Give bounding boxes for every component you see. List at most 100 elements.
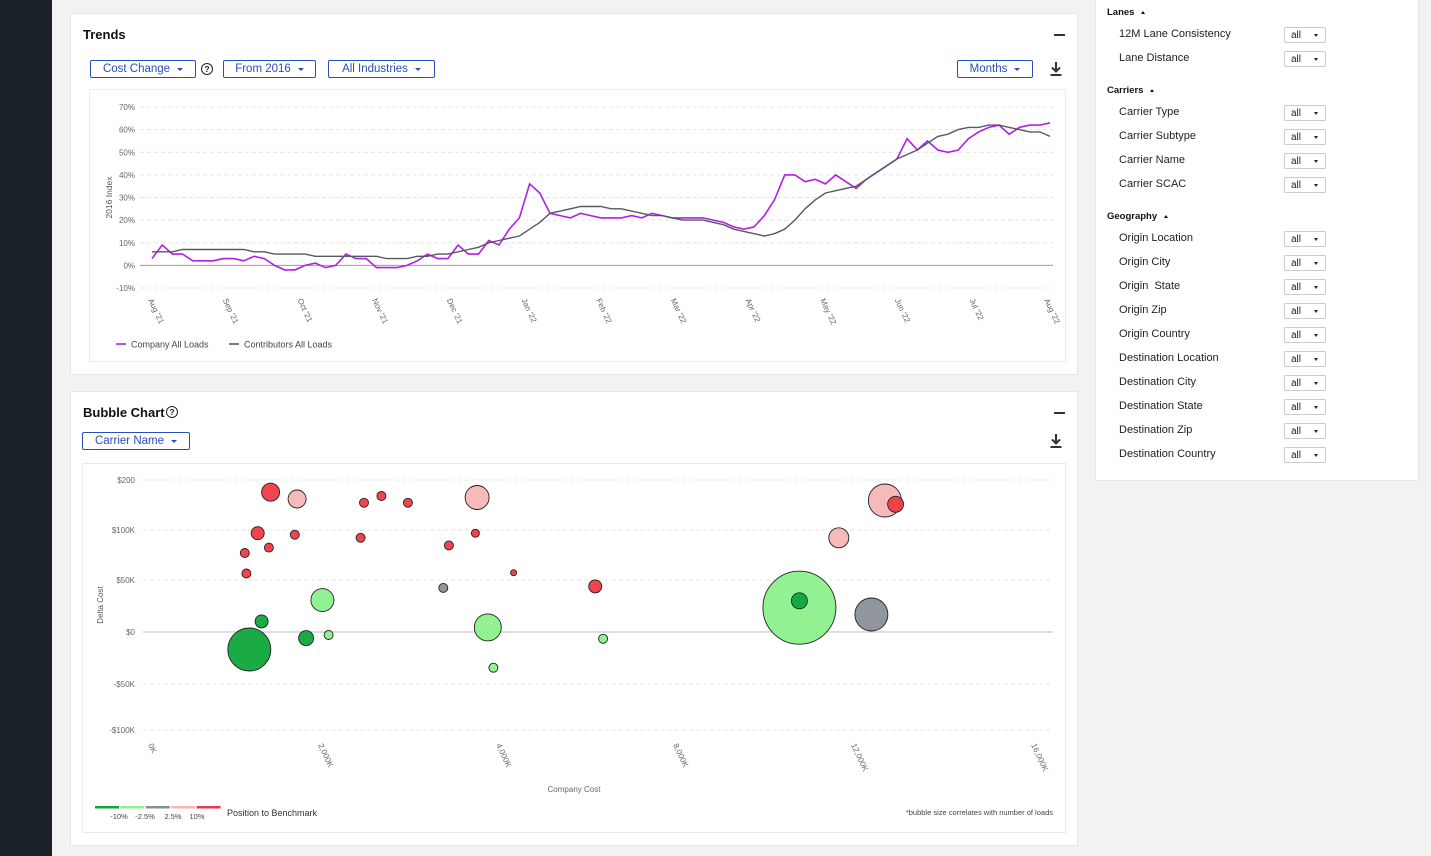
x-tick-label: 0K — [146, 742, 159, 755]
y-tick-label: 50% — [119, 148, 135, 157]
x-tick-label: Jun '22 — [893, 297, 912, 324]
download-icon[interactable] — [1049, 433, 1063, 449]
filter-select-value: all — [1291, 54, 1302, 65]
from-year-dropdown[interactable]: From 2016 — [223, 60, 316, 78]
filter-select-value: all — [1291, 330, 1302, 341]
filter-select-value: all — [1291, 132, 1302, 143]
filter-select[interactable]: all — [1284, 255, 1326, 271]
filter-select[interactable]: all — [1284, 447, 1326, 463]
trends-title: Trends — [83, 27, 126, 42]
bubble-point — [289, 529, 300, 540]
scale-segment — [120, 806, 145, 809]
chevron-down-icon — [171, 439, 177, 443]
period-dropdown[interactable]: Months — [957, 60, 1033, 78]
x-tick-label: 12,000K — [849, 742, 870, 773]
bubble-point — [227, 627, 272, 672]
y-axis-label: Delta Cost — [96, 586, 105, 624]
x-tick-label: Feb '22 — [594, 297, 614, 325]
filter-label: Carrier Type — [1119, 106, 1180, 118]
filter-section-header[interactable]: Geography — [1107, 211, 1169, 222]
chevron-up-icon — [1141, 11, 1146, 14]
period-label: Months — [969, 63, 1008, 75]
chevron-up-icon — [1164, 215, 1169, 218]
from-year-label: From 2016 — [235, 63, 291, 75]
metric-dropdown[interactable]: Cost Change — [90, 60, 196, 78]
filter-select[interactable]: all — [1284, 129, 1326, 145]
x-tick-label: 16,000K — [1029, 742, 1050, 773]
filter-select[interactable]: all — [1284, 27, 1326, 43]
y-tick-label: 0% — [123, 261, 135, 270]
scale-legend-title: Position to Benchmark — [227, 808, 318, 818]
filter-label: Origin Country — [1119, 328, 1190, 340]
filter-select-value: all — [1291, 30, 1302, 41]
help-circle-icon[interactable]: ? — [201, 63, 213, 75]
y-tick-label: $100K — [112, 526, 136, 535]
filter-select[interactable]: all — [1284, 279, 1326, 295]
filter-section-header[interactable]: Carriers — [1107, 85, 1155, 96]
filter-select[interactable]: all — [1284, 351, 1326, 367]
chevron-down-icon — [1314, 454, 1318, 457]
filter-section-title: Geography — [1107, 211, 1158, 222]
filter-select[interactable]: all — [1284, 51, 1326, 67]
trends-chart-area — [89, 89, 1066, 362]
x-tick-label: Sep '21 — [221, 297, 241, 326]
bubble-point — [854, 597, 889, 632]
download-icon[interactable] — [1049, 61, 1063, 77]
industry-dropdown[interactable]: All Industries — [328, 60, 435, 78]
scale-label: -2.5% — [135, 812, 155, 821]
y-tick-label: $0 — [126, 628, 135, 637]
y-tick-label: 60% — [119, 126, 135, 135]
minus-icon[interactable] — [1054, 34, 1065, 36]
filter-select-value: all — [1291, 234, 1302, 245]
y-tick-label: $200 — [117, 476, 135, 485]
bubble-point — [310, 588, 335, 613]
filter-select[interactable]: all — [1284, 303, 1326, 319]
filter-select[interactable]: all — [1284, 153, 1326, 169]
y-tick-label: 40% — [119, 171, 135, 180]
filter-select[interactable]: all — [1284, 105, 1326, 121]
chevron-down-icon — [177, 67, 184, 71]
filter-label: Destination Zip — [1119, 424, 1193, 436]
bubble-point — [473, 613, 502, 642]
filter-label: Carrier SCAC — [1119, 178, 1187, 190]
chevron-down-icon — [297, 67, 304, 71]
x-tick-label: Oct '21 — [296, 297, 315, 324]
bubble-point — [790, 592, 808, 610]
filter-label: Destination City — [1119, 376, 1197, 388]
filter-select[interactable]: all — [1284, 231, 1326, 247]
filter-select[interactable]: all — [1284, 177, 1326, 193]
chevron-down-icon — [1314, 310, 1318, 313]
chevron-down-icon — [1314, 58, 1318, 61]
x-tick-label: Aug '21 — [146, 297, 166, 326]
filter-section-header[interactable]: Lanes — [1107, 7, 1146, 18]
filter-select[interactable]: all — [1284, 399, 1326, 415]
bubble-point — [438, 582, 449, 593]
filter-select[interactable]: all — [1284, 375, 1326, 391]
chevron-down-icon — [1314, 238, 1318, 241]
bubble-point — [298, 630, 315, 647]
filter-label: 12M Lane Consistency — [1119, 28, 1231, 40]
filter-section-title: Carriers — [1107, 85, 1144, 96]
help-circle-icon[interactable]: ? — [166, 406, 178, 418]
chevron-down-icon — [1314, 136, 1318, 139]
filter-section-title: Lanes — [1107, 7, 1135, 18]
series-line-contributors — [152, 124, 1051, 260]
bubble-point — [250, 526, 265, 541]
bubble-point — [263, 542, 274, 553]
groupby-dropdown[interactable]: Carrier Name — [82, 432, 190, 450]
y-tick-label: 70% — [119, 103, 135, 112]
bubble-point — [588, 579, 603, 594]
filter-label: Origin Location — [1119, 232, 1193, 244]
y-tick-label: -10% — [116, 284, 135, 293]
filter-select[interactable]: all — [1284, 327, 1326, 343]
x-tick-label: May '22 — [818, 297, 838, 326]
bubble-point — [598, 633, 609, 644]
y-tick-label: 20% — [119, 216, 135, 225]
minus-icon[interactable] — [1054, 412, 1065, 414]
filter-label: Lane Distance — [1119, 52, 1190, 64]
filter-label: Destination Country — [1119, 448, 1216, 460]
x-axis-label: Company Cost — [548, 785, 602, 794]
y-tick-label: -$50K — [114, 680, 136, 689]
filter-select[interactable]: all — [1284, 423, 1326, 439]
x-tick-label: Aug '22 — [1042, 297, 1062, 326]
